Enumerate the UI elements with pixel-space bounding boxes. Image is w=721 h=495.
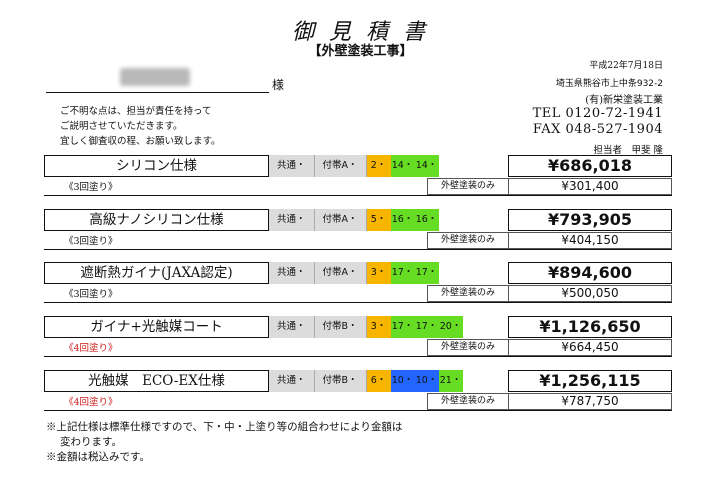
common-code: 共通・ xyxy=(269,316,315,338)
row-divider xyxy=(44,410,672,411)
trim-code: 付帯A・ xyxy=(315,262,367,284)
trim-code: 付帯A・ xyxy=(315,209,367,231)
total-price: ¥1,126,650 xyxy=(508,316,672,338)
total-price: ¥793,905 xyxy=(508,209,672,231)
row-divider xyxy=(44,302,672,303)
footnote-line: ※金額は税込みです。 xyxy=(46,451,150,463)
company-tel: TEL 0120-72-1941 xyxy=(532,106,663,121)
exterior-only-label: 外壁塗装のみ xyxy=(427,232,508,249)
footnote-line: ※上記仕様は標準仕様ですので、下・中・上塗り等の組合わせにより金額は xyxy=(46,421,403,433)
spec-codes: 共通・ 付帯A・ 3・ 17・ 17・ xyxy=(269,262,439,284)
exterior-only-price: ¥301,400 xyxy=(508,178,672,195)
document-title: 御 見 積 書 xyxy=(292,20,429,45)
coat-code: 17・ xyxy=(390,316,415,338)
footnote-line: 変わります。 xyxy=(60,436,122,448)
common-code: 共通・ xyxy=(269,370,315,392)
footnotes: ※上記仕様は標準仕様ですので、下・中・上塗り等の組合わせにより金額は 変わります… xyxy=(46,420,402,465)
issue-date: 平成22年7月18日 xyxy=(589,61,663,71)
coat-count: 《3回塗り》 xyxy=(64,289,118,300)
greeting-line: ご説明させていただきます。 xyxy=(60,121,183,132)
greeting-line: ご不明な点は、担当が責任を持って xyxy=(60,106,212,117)
customer-name-blurred xyxy=(120,68,190,86)
trim-code: 付帯A・ xyxy=(315,155,367,177)
company-block: 埼玉県熊谷市上中条932-2 (有)新栄塗装工業 TEL 0120-72-194… xyxy=(533,76,663,156)
estimate-row: シリコン仕様 共通・ 付帯A・ 2・ 14・ 14・ ¥686,018 《3回塗り》 外壁塗装の… xyxy=(42,155,672,197)
exterior-only-label: 外壁塗装のみ xyxy=(427,178,508,195)
common-code: 共通・ xyxy=(269,155,315,177)
common-code: 共通・ xyxy=(269,209,315,231)
coat-code: 17・ xyxy=(414,316,439,338)
coat-code: 5・ xyxy=(366,209,391,231)
coat-code: 17・ xyxy=(414,262,439,284)
row-divider xyxy=(44,249,672,250)
coat-code: 6・ xyxy=(366,370,391,392)
exterior-only-price: ¥787,750 xyxy=(508,393,672,410)
company-name: (有)新栄塗装工業 xyxy=(585,95,663,106)
row-divider xyxy=(44,195,672,196)
coat-code: 20・ xyxy=(438,316,463,338)
coat-code: 14・ xyxy=(414,155,439,177)
estimate-row: ガイナ+光触媒コート 共通・ 付帯B・ 3・ 17・ 17・ 20・ ¥1,126,650 《4… xyxy=(42,316,672,358)
plan-name: 高級ナノシリコン仕様 xyxy=(44,209,269,231)
greeting-notes: ご不明な点は、担当が責任を持って ご説明させていただきます。 宜しく御査収の程、… xyxy=(60,104,221,149)
plan-name: ガイナ+光触媒コート xyxy=(44,316,269,338)
exterior-only-label: 外壁塗装のみ xyxy=(427,285,508,302)
coat-code: 17・ xyxy=(390,262,415,284)
coat-code: 10・ xyxy=(414,370,439,392)
estimate-row: 光触媒 ECO-EX仕様 共通・ 付帯B・ 6・ 10・ 10・ 21・ ¥1,256,115… xyxy=(42,370,672,412)
customer-name-underline xyxy=(46,92,269,93)
total-price: ¥1,256,115 xyxy=(508,370,672,392)
exterior-only-price: ¥404,150 xyxy=(508,232,672,249)
exterior-only-label: 外壁塗装のみ xyxy=(427,339,508,356)
company-fax: FAX 048-527-1904 xyxy=(532,122,663,137)
total-price: ¥894,600 xyxy=(508,262,672,284)
trim-code: 付帯B・ xyxy=(315,316,367,338)
coat-count: 《3回塗り》 xyxy=(64,236,118,247)
common-code: 共通・ xyxy=(269,262,315,284)
spec-codes: 共通・ 付帯A・ 2・ 14・ 14・ xyxy=(269,155,439,177)
spec-codes: 共通・ 付帯A・ 5・ 16・ 16・ xyxy=(269,209,439,231)
coat-count: 《3回塗り》 xyxy=(64,182,118,193)
spec-codes: 共通・ 付帯B・ 3・ 17・ 17・ 20・ xyxy=(269,316,463,338)
plan-name: 光触媒 ECO-EX仕様 xyxy=(44,370,269,392)
coat-code: 16・ xyxy=(414,209,439,231)
exterior-only-price: ¥500,050 xyxy=(508,285,672,302)
plan-name: シリコン仕様 xyxy=(44,155,269,177)
coat-code: 16・ xyxy=(390,209,415,231)
coat-code: 10・ xyxy=(390,370,415,392)
coat-count: 《4回塗り》 xyxy=(64,343,118,354)
exterior-only-label: 外壁塗装のみ xyxy=(427,393,508,410)
plan-name: 遮断熱ガイナ(JAXA認定) xyxy=(44,262,269,284)
exterior-only-price: ¥664,450 xyxy=(508,339,672,356)
coat-code: 14・ xyxy=(390,155,415,177)
document-subtitle: 【外壁塗装工事】 xyxy=(308,44,413,59)
company-person: 担当者 甲斐 隆 xyxy=(593,145,663,156)
estimate-row: 高級ナノシリコン仕様 共通・ 付帯A・ 5・ 16・ 16・ ¥793,905 《3回塗り》外… xyxy=(42,209,672,251)
coat-code: 21・ xyxy=(438,370,463,392)
estimate-row: 遮断熱ガイナ(JAXA認定) 共通・ 付帯A・ 3・ 17・ 17・ ¥894,600 《3回… xyxy=(42,262,672,304)
spec-codes: 共通・ 付帯B・ 6・ 10・ 10・ 21・ xyxy=(269,370,463,392)
coat-count: 《4回塗り》 xyxy=(64,397,118,408)
coat-code: 3・ xyxy=(366,316,391,338)
coat-code: 2・ xyxy=(366,155,391,177)
greeting-line: 宜しく御査収の程、お願い致します。 xyxy=(60,136,221,147)
customer-honorific: 様 xyxy=(272,78,285,92)
coat-code: 3・ xyxy=(366,262,391,284)
total-price: ¥686,018 xyxy=(508,155,672,177)
trim-code: 付帯B・ xyxy=(315,370,367,392)
row-divider xyxy=(44,356,672,357)
company-address: 埼玉県熊谷市上中条932-2 xyxy=(555,79,663,89)
